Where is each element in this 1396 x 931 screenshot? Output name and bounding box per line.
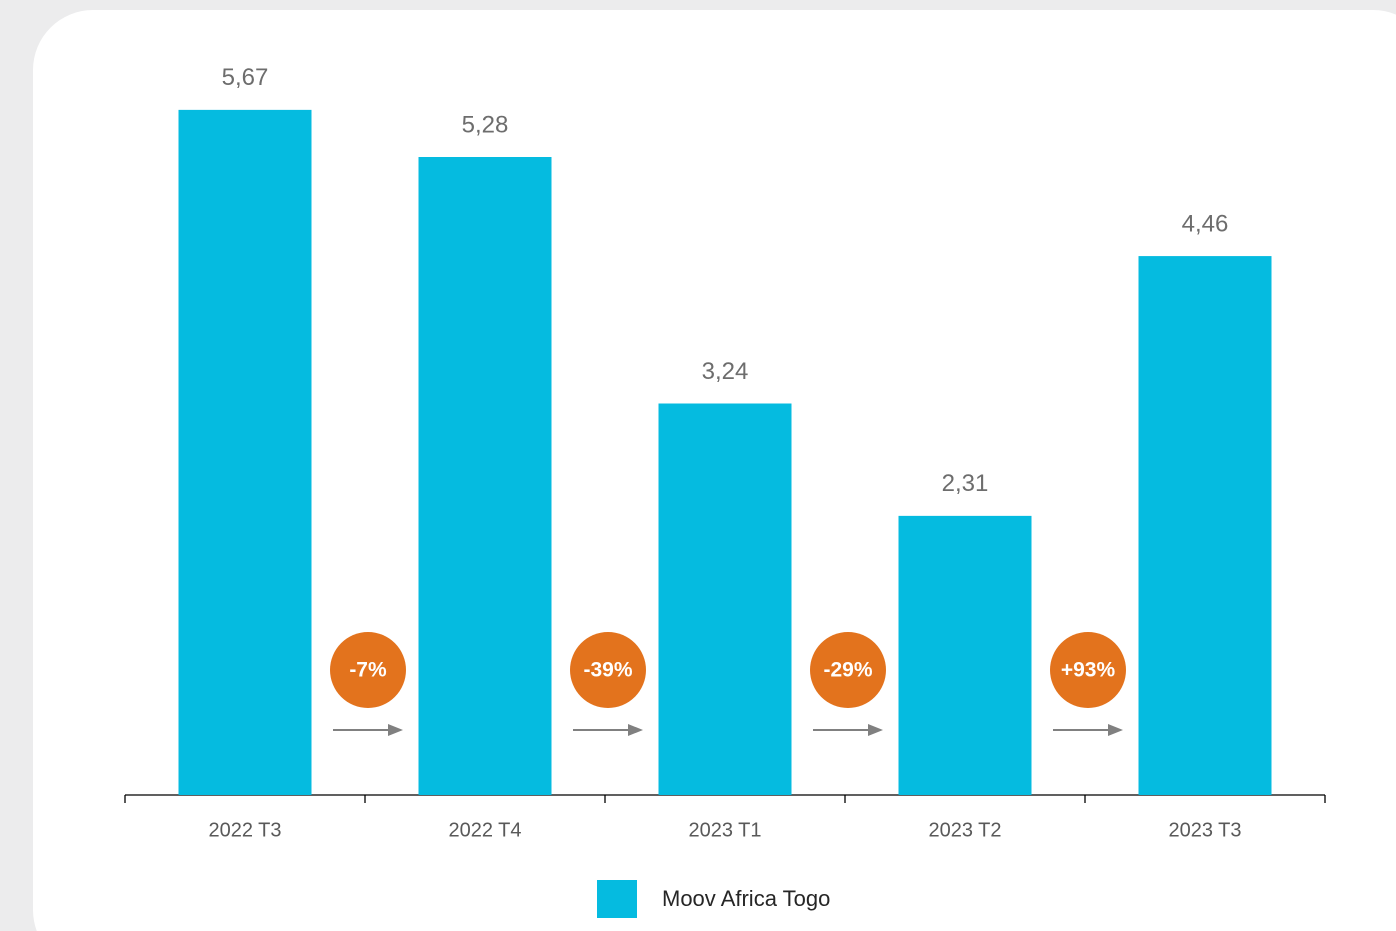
x-tick-label: 2023 T3 <box>1168 819 1241 841</box>
data-label: 4,46 <box>1182 210 1229 237</box>
x-tick-label: 2023 T1 <box>688 819 761 841</box>
change-badge <box>570 632 646 708</box>
bar <box>1138 256 1272 795</box>
change-label: -39% <box>583 659 632 682</box>
arrow-head <box>868 724 883 736</box>
bar <box>178 109 312 795</box>
change-badge <box>810 632 886 708</box>
data-label: 5,28 <box>462 111 509 138</box>
data-label: 2,31 <box>942 470 989 497</box>
arrow-head <box>388 724 403 736</box>
change-badge <box>330 632 406 708</box>
x-tick-label: 2022 T4 <box>448 819 521 841</box>
change-badge <box>1050 632 1126 708</box>
change-label: -29% <box>823 659 872 682</box>
change-label: -7% <box>349 659 387 682</box>
arrow-head <box>628 724 643 736</box>
bar <box>418 157 552 795</box>
data-label: 3,24 <box>702 358 749 385</box>
bar <box>898 515 1032 795</box>
arrow-head <box>1108 724 1123 736</box>
data-label: 5,67 <box>222 64 269 91</box>
x-tick-label: 2022 T3 <box>208 819 281 841</box>
legend-label: Moov Africa Togo <box>662 886 830 911</box>
legend-swatch <box>597 880 637 918</box>
bar <box>658 403 792 795</box>
x-tick-label: 2023 T2 <box>928 819 1001 841</box>
change-label: +93% <box>1061 659 1116 682</box>
